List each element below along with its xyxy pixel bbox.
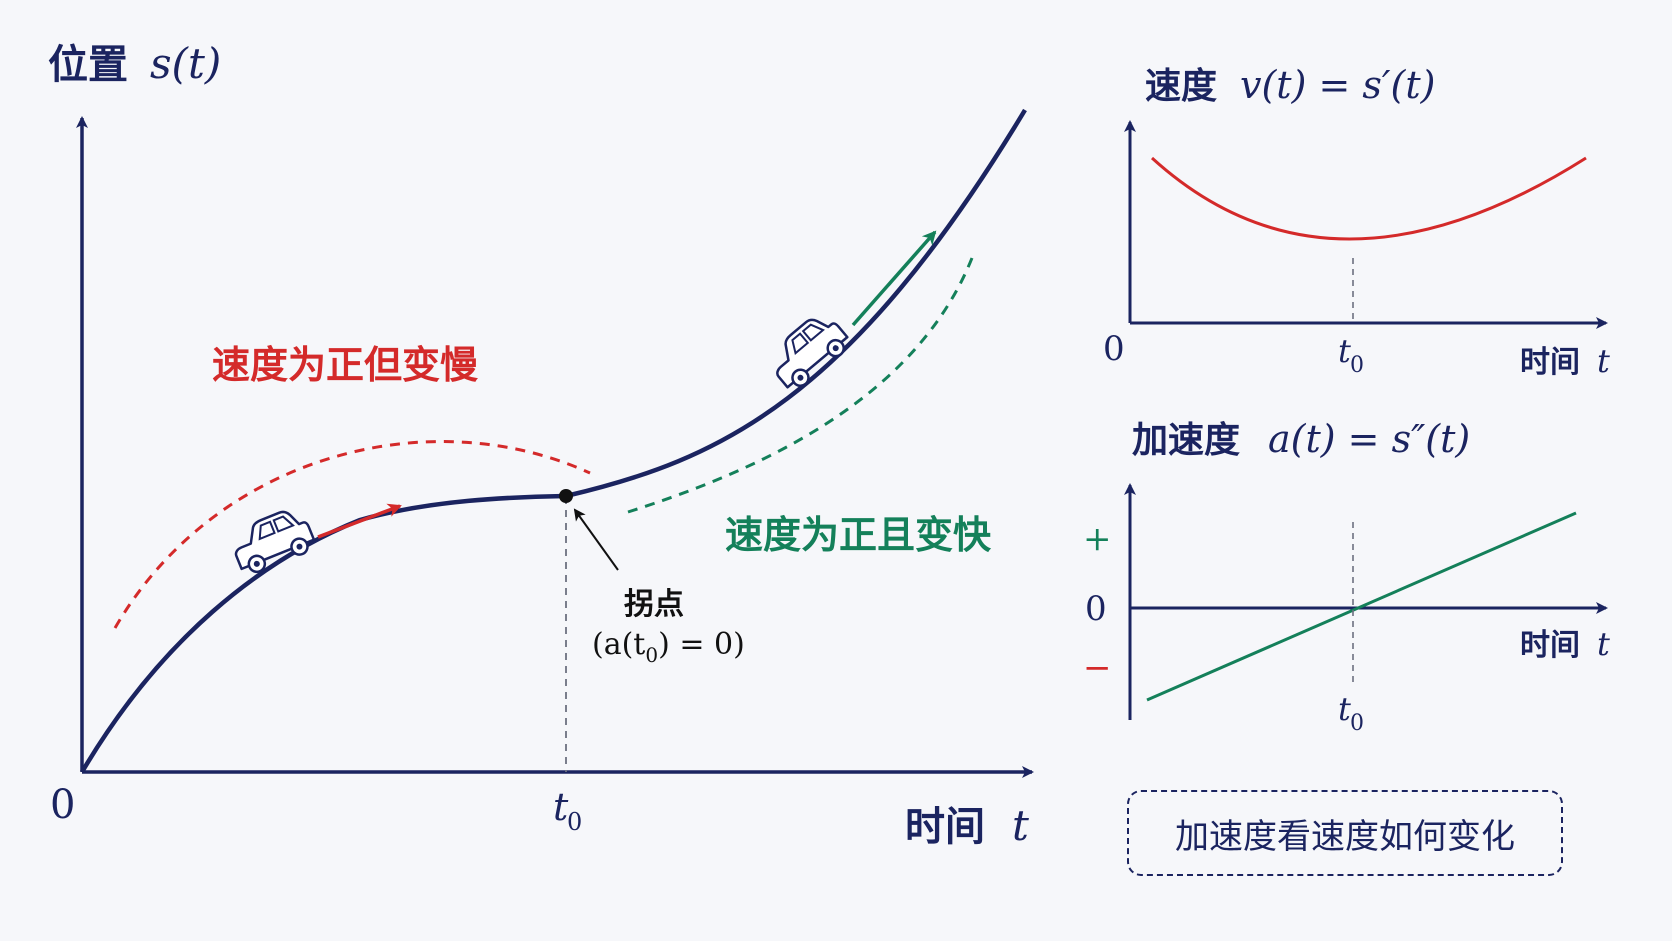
red-velocity-arrow bbox=[317, 503, 402, 539]
velocity-curve bbox=[1150, 156, 1587, 241]
car-icon bbox=[234, 510, 316, 574]
velocity-graph: 速度 v(t) = s′(t) 0 t 0 时间 t bbox=[1103, 63, 1610, 380]
acceleration-title-math: a(t) = s″(t) bbox=[1268, 417, 1470, 461]
concave-down-arc bbox=[113, 440, 591, 629]
inflection-condition: (a(t0) = 0) bbox=[592, 627, 745, 667]
position-curve bbox=[80, 108, 1027, 774]
velocity-t0-label: t bbox=[1338, 332, 1351, 370]
green-velocity-arrow bbox=[851, 230, 937, 327]
acceleration-minus: − bbox=[1083, 648, 1112, 688]
velocity-title: 速度 bbox=[1145, 66, 1217, 107]
inflection-pointer bbox=[573, 508, 619, 571]
summary-note-text: 加速度看速度如何变化 bbox=[1175, 816, 1515, 857]
acceleration-line bbox=[1146, 511, 1577, 702]
acceleration-graph: 加速度 a(t) = s″(t) + 0 − 时间 t t 0 bbox=[1083, 417, 1610, 736]
position-graph: 位置 s(t) 0 时间 t t 0 拐点 (a(t0) = 0) 速度为正但变… bbox=[48, 39, 1034, 850]
summary-note: 加速度看速度如何变化 bbox=[1127, 790, 1563, 876]
concave-up-arc bbox=[627, 257, 974, 514]
inflection-pre: (a(t bbox=[592, 627, 645, 662]
velocity-t0-sub: 0 bbox=[1350, 353, 1364, 378]
left-note: 速度为正但变慢 bbox=[212, 343, 479, 387]
inflection-sub: 0 bbox=[645, 643, 658, 667]
acceleration-plus: + bbox=[1083, 519, 1112, 559]
y-axis-label: 位置 bbox=[48, 42, 128, 88]
velocity-origin: 0 bbox=[1103, 329, 1125, 369]
acceleration-t0-label: t bbox=[1338, 690, 1351, 728]
inflection-title: 拐点 bbox=[624, 587, 684, 622]
t0-label: t bbox=[553, 785, 569, 829]
acceleration-t0-sub: 0 bbox=[1350, 711, 1364, 736]
velocity-x-math: t bbox=[1597, 342, 1610, 380]
y-axis-math: s(t) bbox=[150, 39, 221, 88]
acceleration-title: 加速度 bbox=[1132, 420, 1240, 461]
acceleration-zero: 0 bbox=[1085, 589, 1107, 629]
velocity-x-label: 时间 bbox=[1520, 345, 1580, 380]
inflection-post: ) = 0) bbox=[658, 627, 745, 662]
t0-subscript: 0 bbox=[567, 808, 582, 836]
origin-label: 0 bbox=[50, 782, 75, 828]
acceleration-x-math: t bbox=[1597, 625, 1610, 663]
right-note: 速度为正且变快 bbox=[725, 513, 992, 557]
velocity-title-math: v(t) = s′(t) bbox=[1240, 63, 1435, 107]
x-axis-math: t bbox=[1012, 801, 1029, 850]
car-icon bbox=[776, 318, 849, 389]
x-axis-label: 时间 bbox=[905, 804, 985, 850]
inflection-point bbox=[559, 489, 573, 503]
acceleration-x-label: 时间 bbox=[1520, 628, 1580, 663]
